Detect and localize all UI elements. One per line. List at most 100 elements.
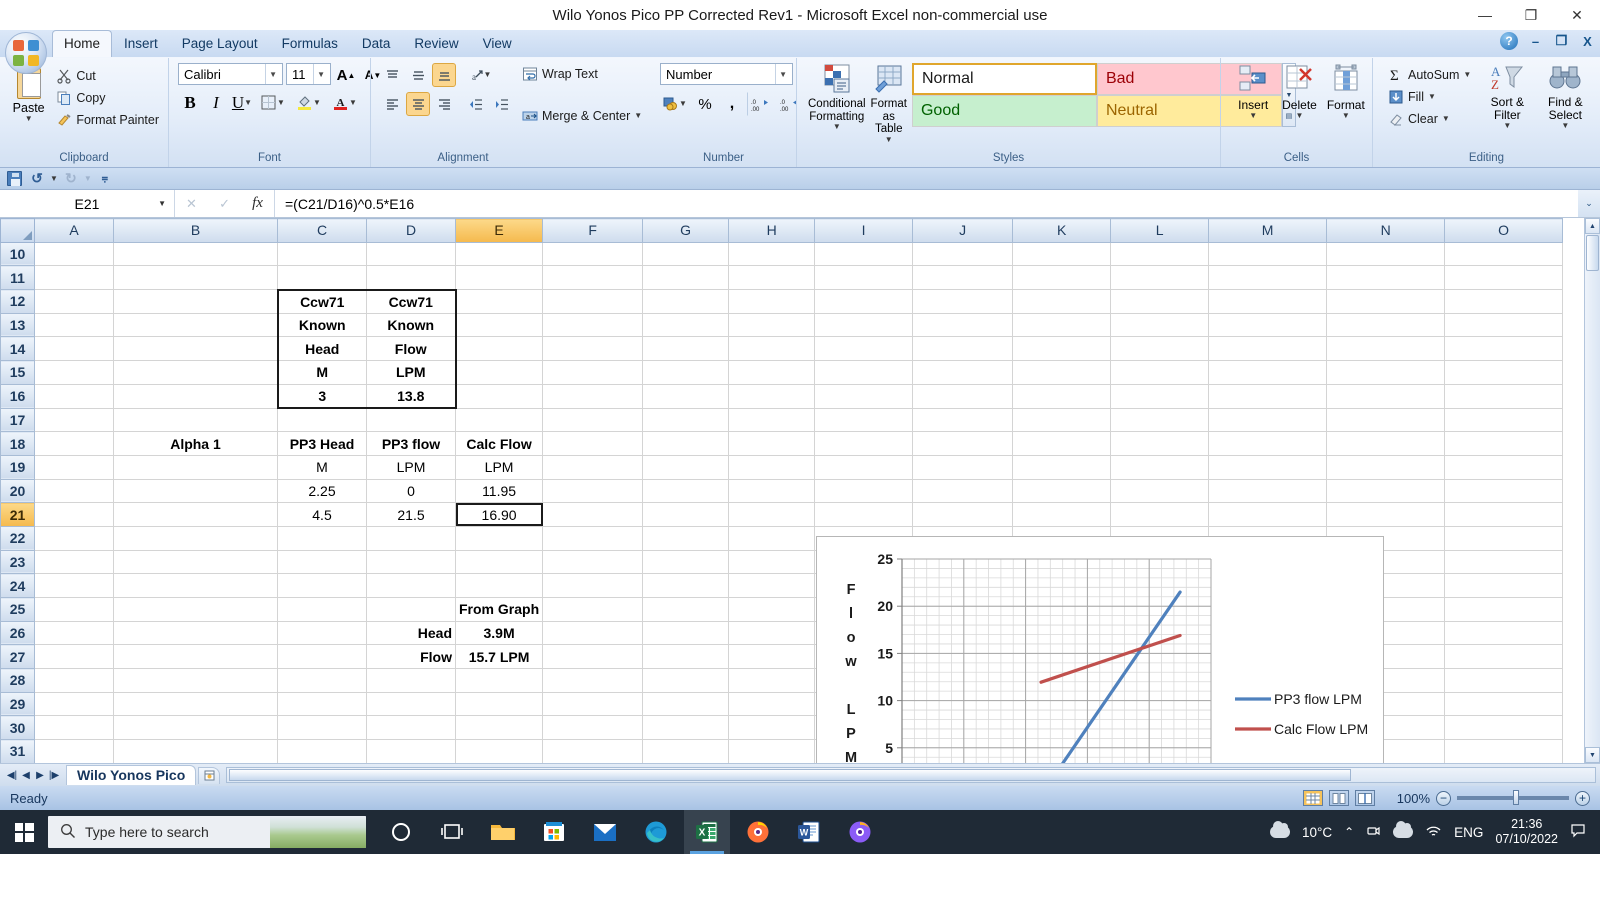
cell-E16[interactable] bbox=[454, 383, 544, 409]
cell-N19[interactable] bbox=[1326, 454, 1446, 480]
cell-A14[interactable] bbox=[34, 336, 114, 362]
notifications-icon[interactable] bbox=[1570, 823, 1586, 842]
cell-L18[interactable] bbox=[1110, 431, 1210, 456]
close-icon[interactable]: ✕ bbox=[1571, 6, 1583, 23]
cell-K16[interactable] bbox=[1012, 383, 1112, 409]
firefox-dev-icon[interactable] bbox=[837, 810, 883, 854]
align-top-icon[interactable] bbox=[380, 63, 404, 87]
cell-G29[interactable] bbox=[642, 691, 730, 717]
undo-icon[interactable]: ↺ bbox=[31, 170, 43, 186]
cell-H15[interactable] bbox=[728, 360, 816, 385]
start-button[interactable] bbox=[0, 810, 48, 854]
cell-J16[interactable] bbox=[912, 383, 1014, 409]
word-icon[interactable]: W bbox=[786, 810, 832, 854]
tab-data[interactable]: Data bbox=[361, 36, 391, 51]
scroll-up-icon[interactable]: ▲ bbox=[1585, 218, 1600, 234]
cell-L21[interactable] bbox=[1110, 502, 1210, 527]
cell-K17[interactable] bbox=[1012, 407, 1112, 433]
cell-O19[interactable] bbox=[1444, 454, 1564, 480]
cell-H29[interactable] bbox=[728, 691, 816, 717]
row-header-25[interactable]: 25 bbox=[0, 597, 35, 622]
cell-C29[interactable] bbox=[277, 691, 367, 717]
cell-E12[interactable] bbox=[454, 289, 544, 314]
cell-D27[interactable]: Flow bbox=[366, 644, 456, 670]
format-painter-button[interactable]: Format Painter bbox=[52, 110, 163, 130]
cell-B21[interactable] bbox=[113, 502, 278, 527]
font-color-chevron-down-icon[interactable]: ▼ bbox=[349, 98, 357, 107]
cell-C21[interactable]: 4.5 bbox=[277, 502, 367, 527]
increase-indent-icon[interactable] bbox=[490, 92, 514, 116]
cell-J12[interactable] bbox=[912, 289, 1014, 314]
row-header-11[interactable]: 11 bbox=[0, 265, 35, 291]
cell-K13[interactable] bbox=[1012, 312, 1112, 338]
cell-O20[interactable] bbox=[1444, 478, 1564, 504]
cell-F22[interactable] bbox=[542, 525, 644, 551]
cell-B13[interactable] bbox=[113, 312, 278, 338]
file-explorer-icon[interactable] bbox=[480, 810, 526, 854]
cell-L16[interactable] bbox=[1110, 383, 1210, 409]
cell-G30[interactable] bbox=[642, 715, 730, 741]
cell-O13[interactable] bbox=[1444, 312, 1564, 338]
cell-A23[interactable] bbox=[34, 549, 114, 575]
cell-G10[interactable] bbox=[642, 241, 730, 267]
format-as-table-chevron-down-icon[interactable]: ▼ bbox=[884, 134, 893, 144]
cell-D11[interactable] bbox=[366, 265, 456, 291]
cell-D20[interactable]: 0 bbox=[366, 478, 456, 504]
align-left-icon[interactable] bbox=[380, 92, 404, 116]
row-header-17[interactable]: 17 bbox=[0, 407, 35, 433]
first-sheet-icon[interactable]: ◀| bbox=[6, 769, 18, 781]
cell-A13[interactable] bbox=[34, 312, 114, 338]
cell-G14[interactable] bbox=[642, 336, 730, 362]
cell-G23[interactable] bbox=[642, 549, 730, 575]
cell-O31[interactable] bbox=[1444, 739, 1564, 763]
row-header-18[interactable]: 18 bbox=[0, 431, 35, 456]
cell-D22[interactable] bbox=[366, 525, 456, 551]
cell-J17[interactable] bbox=[912, 407, 1014, 433]
column-header-E[interactable]: E bbox=[454, 218, 544, 243]
cell-F15[interactable] bbox=[542, 360, 644, 385]
row-header-31[interactable]: 31 bbox=[0, 739, 35, 763]
orientation-chevron-down-icon[interactable]: ▼ bbox=[483, 70, 492, 79]
cell-G21[interactable] bbox=[642, 502, 730, 527]
column-header-A[interactable]: A bbox=[34, 218, 114, 243]
cell-K10[interactable] bbox=[1012, 241, 1112, 267]
cell-F28[interactable] bbox=[542, 668, 644, 693]
cell-B26[interactable] bbox=[113, 620, 278, 646]
grow-font-icon[interactable]: A ▲ bbox=[336, 66, 356, 84]
tab-insert[interactable]: Insert bbox=[124, 36, 158, 51]
row-header-29[interactable]: 29 bbox=[0, 691, 35, 717]
cell-G28[interactable] bbox=[642, 668, 730, 693]
flow-vs-head-chart[interactable]: 0510152025012345Head MetersFlowLPMPP3 fl… bbox=[816, 536, 1384, 763]
cell-G13[interactable] bbox=[642, 312, 730, 338]
cell-N20[interactable] bbox=[1326, 478, 1446, 504]
clear-chevron-down-icon[interactable]: ▼ bbox=[1441, 114, 1450, 123]
font-name-combo[interactable]: Calibri ▼ bbox=[178, 63, 283, 85]
cell-A19[interactable] bbox=[34, 454, 114, 480]
column-header-N[interactable]: N bbox=[1326, 218, 1446, 243]
cell-D31[interactable] bbox=[366, 739, 456, 763]
cell-F18[interactable] bbox=[542, 431, 644, 456]
cell-G19[interactable] bbox=[642, 454, 730, 480]
cell-L20[interactable] bbox=[1110, 478, 1210, 504]
zoom-out-icon[interactable]: − bbox=[1436, 790, 1451, 806]
cell-I17[interactable] bbox=[814, 407, 914, 433]
zoom-slider-handle[interactable] bbox=[1513, 790, 1519, 805]
cell-E14[interactable] bbox=[454, 336, 544, 362]
cell-H12[interactable] bbox=[728, 289, 816, 314]
fill-chevron-down-icon[interactable]: ▼ bbox=[1427, 92, 1436, 101]
column-header-K[interactable]: K bbox=[1012, 218, 1112, 243]
cell-G15[interactable] bbox=[642, 360, 730, 385]
cell-I11[interactable] bbox=[814, 265, 914, 291]
vertical-scrollbar[interactable]: ▲ ▼ bbox=[1584, 218, 1600, 763]
styles-scroll-down-icon[interactable]: ▼ bbox=[1285, 91, 1293, 99]
cell-I12[interactable] bbox=[814, 289, 914, 314]
row-header-22[interactable]: 22 bbox=[0, 525, 35, 551]
sheet-tab-wilo-yonos-pico[interactable]: Wilo Yonos Pico bbox=[66, 765, 197, 785]
column-header-D[interactable]: D bbox=[366, 218, 456, 243]
cell-style-good[interactable]: Good bbox=[911, 95, 1097, 127]
cell-E21[interactable]: 16.90 bbox=[454, 502, 544, 527]
cell-C23[interactable] bbox=[277, 549, 367, 575]
cell-C19[interactable]: M bbox=[277, 454, 367, 480]
merge-center-chevron-down-icon[interactable]: ▼ bbox=[634, 111, 643, 120]
taskbar-clock[interactable]: 21:36 07/10/2022 bbox=[1495, 817, 1558, 847]
